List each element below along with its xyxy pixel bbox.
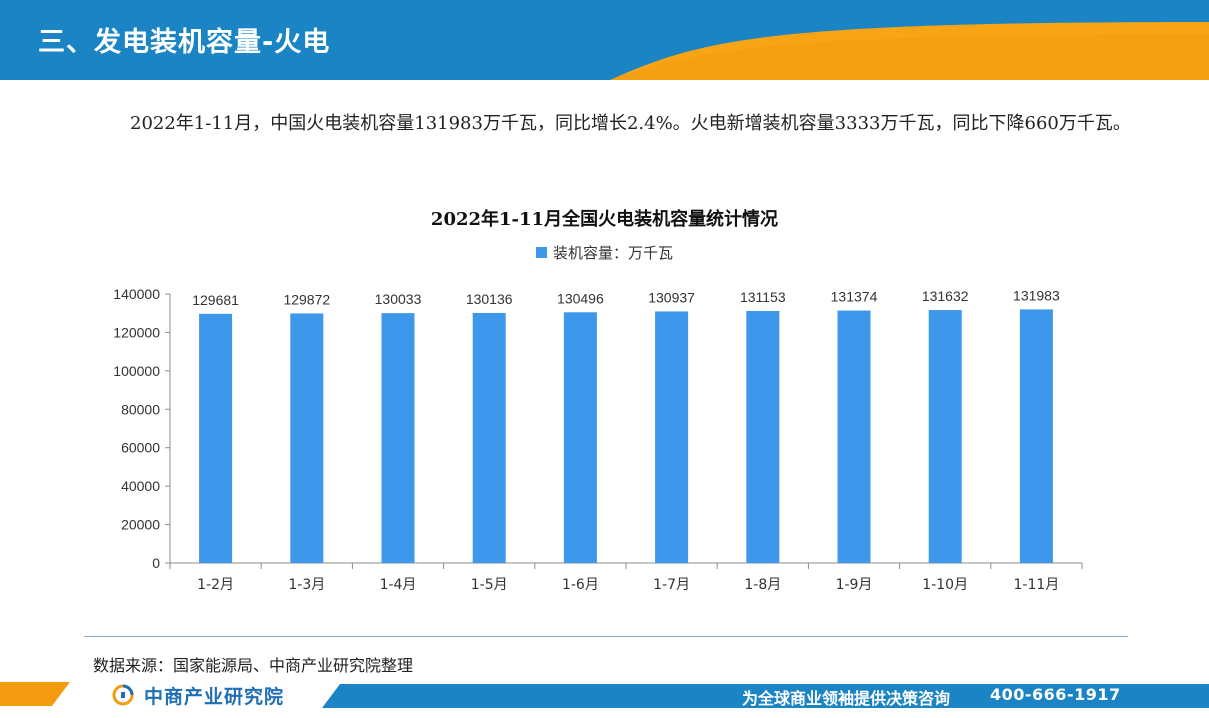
x-tick-label: 1-10月 xyxy=(922,577,968,593)
bar xyxy=(563,312,597,563)
y-tick-label: 80000 xyxy=(121,401,160,417)
data-label: 130033 xyxy=(375,291,422,307)
bar xyxy=(472,312,506,563)
bar xyxy=(1019,309,1053,563)
data-label: 131374 xyxy=(831,289,878,305)
legend-swatch xyxy=(535,247,547,258)
y-tick-label: 100000 xyxy=(113,363,160,379)
y-tick-label: 40000 xyxy=(121,478,160,494)
footer-slogan: 为全球商业领袖提供决策咨询 xyxy=(742,689,951,708)
data-label: 131983 xyxy=(1013,287,1060,303)
bar xyxy=(199,313,233,563)
x-tick-label: 1-9月 xyxy=(836,577,873,593)
data-label: 129681 xyxy=(192,292,239,308)
x-tick-label: 1-8月 xyxy=(744,577,781,593)
y-tick-label: 60000 xyxy=(121,440,160,456)
data-label: 131632 xyxy=(922,288,969,304)
data-label: 130937 xyxy=(648,289,695,305)
footer-logo-text: 中商产业研究院 xyxy=(144,685,285,708)
x-tick-label: 1-4月 xyxy=(380,577,417,593)
bar xyxy=(928,310,962,563)
bar xyxy=(655,311,689,563)
data-label: 130136 xyxy=(466,291,513,307)
x-tick-label: 1-2月 xyxy=(197,577,234,593)
footer-logo: 中商产业研究院 xyxy=(112,684,285,708)
company-logo-icon xyxy=(112,684,134,706)
x-tick-label: 1-7月 xyxy=(653,577,690,593)
y-tick-label: 20000 xyxy=(121,517,160,533)
bar xyxy=(290,313,324,563)
data-label: 129872 xyxy=(283,291,330,307)
bar xyxy=(381,313,415,563)
x-tick-label: 1-11月 xyxy=(1014,577,1060,593)
legend-label: 装机容量：万千瓦 xyxy=(552,244,673,262)
chart-title: 2022年1-11月全国火电装机容量统计情况 xyxy=(430,209,779,230)
y-tick-label: 0 xyxy=(152,555,160,571)
header-banner: 三、发电装机容量-火电 xyxy=(0,0,1209,80)
footer-background xyxy=(0,682,1209,708)
header-background xyxy=(0,0,1209,80)
footer-phone: 400-666-1917 xyxy=(990,685,1121,704)
data-label: 131153 xyxy=(740,289,786,305)
x-tick-label: 1-6月 xyxy=(562,577,599,593)
y-tick-label: 140000 xyxy=(113,286,160,302)
data-source: 数据来源：国家能源局、中商产业研究院整理 xyxy=(93,656,414,675)
data-label: 130496 xyxy=(557,290,604,306)
y-tick-label: 120000 xyxy=(113,324,160,340)
x-tick-label: 1-5月 xyxy=(471,577,508,593)
bar xyxy=(746,310,780,563)
chart-legend: 装机容量：万千瓦 xyxy=(0,242,1209,263)
bar-chart: 0 20000 40000 60000 80000 100000 120000 140000 1… xyxy=(113,286,1083,593)
bar xyxy=(837,310,871,563)
source-divider xyxy=(84,636,1128,637)
footer-banner xyxy=(0,682,1209,718)
x-tick-label: 1-3月 xyxy=(288,577,325,593)
page-title: 三、发电装机容量-火电 xyxy=(38,27,331,58)
summary-paragraph: 2022年1-11月，中国火电装机容量131983万千瓦，同比增长2.4%。火电… xyxy=(130,113,1131,134)
